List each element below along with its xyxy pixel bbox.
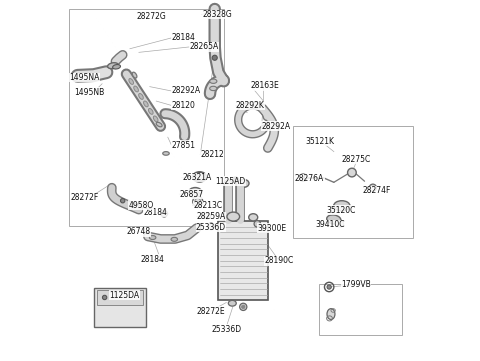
- Text: 28272G: 28272G: [137, 12, 167, 21]
- Text: 28292K: 28292K: [236, 101, 264, 110]
- Text: 28275C: 28275C: [341, 155, 371, 164]
- Text: 26321A: 26321A: [182, 173, 212, 182]
- Circle shape: [192, 196, 203, 206]
- Text: 28212: 28212: [200, 150, 224, 159]
- Bar: [319, 284, 402, 335]
- Text: 35121K: 35121K: [305, 137, 334, 146]
- Text: 28274F: 28274F: [362, 186, 390, 195]
- Ellipse shape: [190, 192, 200, 198]
- Circle shape: [302, 176, 305, 179]
- Ellipse shape: [227, 212, 240, 221]
- Circle shape: [208, 223, 215, 230]
- Text: 1495NB: 1495NB: [74, 88, 104, 96]
- Circle shape: [348, 168, 356, 177]
- Circle shape: [161, 210, 168, 217]
- Ellipse shape: [210, 86, 217, 91]
- Bar: [96, 290, 143, 305]
- Circle shape: [369, 184, 376, 191]
- Bar: [293, 126, 413, 238]
- Ellipse shape: [249, 214, 258, 221]
- Text: 28184: 28184: [143, 208, 167, 217]
- Text: 28259A: 28259A: [197, 212, 226, 221]
- Ellipse shape: [134, 86, 138, 92]
- Text: 28184: 28184: [141, 255, 165, 264]
- Text: 28292A: 28292A: [171, 87, 201, 95]
- Ellipse shape: [210, 79, 217, 83]
- Text: 26748: 26748: [126, 227, 150, 236]
- Bar: [94, 288, 146, 327]
- Text: 28213C: 28213C: [193, 201, 222, 210]
- Ellipse shape: [327, 215, 341, 224]
- Ellipse shape: [327, 309, 335, 319]
- Ellipse shape: [192, 172, 206, 182]
- Circle shape: [195, 173, 204, 181]
- Text: 28265A: 28265A: [190, 43, 219, 51]
- Text: 28184: 28184: [171, 34, 195, 42]
- Ellipse shape: [204, 213, 211, 219]
- Ellipse shape: [113, 65, 120, 69]
- Text: 28120: 28120: [171, 101, 195, 110]
- Ellipse shape: [148, 108, 153, 114]
- Bar: [218, 221, 268, 300]
- Ellipse shape: [254, 221, 261, 227]
- Text: 39300E: 39300E: [257, 224, 287, 232]
- Text: 35120C: 35120C: [326, 206, 355, 214]
- Circle shape: [327, 285, 331, 289]
- Circle shape: [240, 303, 247, 310]
- Text: 1799VB: 1799VB: [341, 280, 371, 289]
- Circle shape: [241, 305, 245, 309]
- Text: 26857: 26857: [180, 190, 204, 199]
- Text: 39410C: 39410C: [316, 220, 345, 229]
- Circle shape: [212, 55, 217, 60]
- Ellipse shape: [163, 152, 169, 155]
- Text: 27851: 27851: [171, 141, 195, 149]
- Ellipse shape: [156, 122, 162, 127]
- Ellipse shape: [144, 101, 148, 107]
- Text: 28272F: 28272F: [71, 193, 98, 202]
- Bar: [69, 9, 224, 226]
- Circle shape: [233, 177, 239, 183]
- Ellipse shape: [129, 79, 133, 84]
- Ellipse shape: [334, 201, 350, 211]
- Ellipse shape: [149, 235, 156, 240]
- Ellipse shape: [132, 72, 137, 78]
- Ellipse shape: [108, 63, 118, 69]
- Text: 25336D: 25336D: [212, 325, 242, 334]
- Ellipse shape: [171, 238, 178, 241]
- Ellipse shape: [139, 93, 144, 99]
- Text: 4958O: 4958O: [129, 201, 154, 209]
- Text: 1125DA: 1125DA: [109, 291, 140, 300]
- Text: 28190C: 28190C: [264, 256, 294, 265]
- Ellipse shape: [238, 179, 249, 187]
- Ellipse shape: [335, 221, 344, 227]
- Circle shape: [102, 295, 107, 300]
- Ellipse shape: [189, 188, 202, 196]
- Ellipse shape: [154, 116, 158, 122]
- Text: 28163E: 28163E: [251, 82, 279, 90]
- Text: 1495NA: 1495NA: [70, 73, 100, 82]
- Text: 28272E: 28272E: [197, 307, 225, 316]
- Text: 28276A: 28276A: [295, 174, 324, 183]
- Ellipse shape: [228, 300, 236, 306]
- Text: 28292A: 28292A: [262, 122, 291, 131]
- Text: 1125AD: 1125AD: [216, 177, 246, 186]
- Text: 28328G: 28328G: [202, 10, 232, 19]
- Text: 25336D: 25336D: [196, 223, 226, 232]
- Circle shape: [120, 199, 125, 203]
